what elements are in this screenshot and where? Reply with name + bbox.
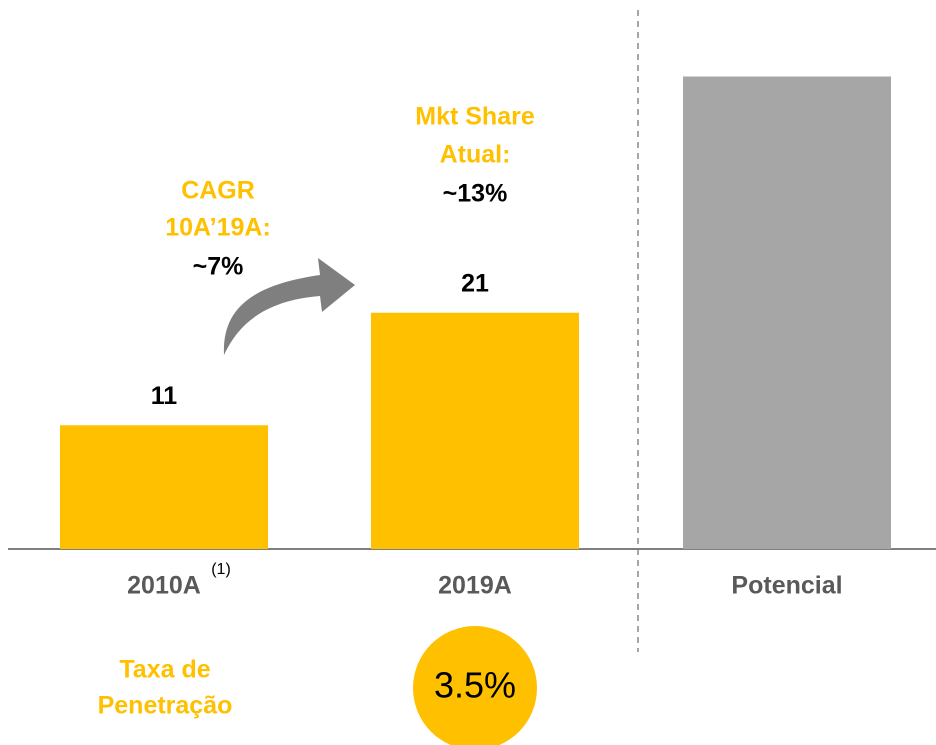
cagr-value: ~7%	[193, 253, 244, 281]
share-title: Atual:	[440, 141, 511, 169]
x-tick-label: 2019A	[438, 572, 512, 600]
share-value: ~13%	[443, 180, 508, 208]
value-label: 11	[151, 382, 178, 410]
bar	[683, 76, 891, 549]
x-tick-label: Potencial	[731, 572, 842, 600]
penetration-label: Taxa de	[119, 656, 210, 684]
value-label: 21	[461, 269, 489, 297]
penetration-value: 3.5%	[434, 665, 516, 706]
penetration-label: Penetração	[98, 692, 233, 720]
bar	[60, 425, 268, 549]
cagr-title: 10A’19A:	[165, 214, 271, 242]
penetration-circle	[413, 626, 537, 745]
x-tick-label: 2010A	[127, 572, 201, 600]
cagr-title: CAGR	[181, 177, 255, 205]
footnote: (1)	[211, 561, 231, 578]
growth-arrow	[223, 258, 355, 355]
bar	[371, 312, 579, 549]
share-title: Mkt Share	[415, 103, 535, 131]
